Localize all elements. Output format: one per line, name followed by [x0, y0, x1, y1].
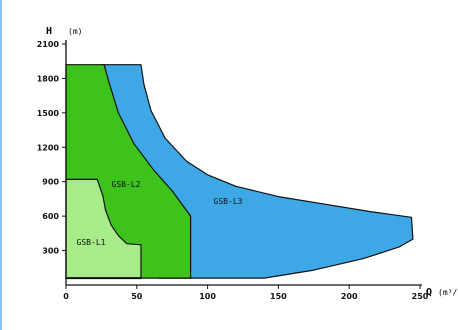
x-axis-unit: (m³/h) [438, 288, 458, 297]
x-tick-label: 50 [131, 292, 143, 301]
y-tick-label: 900 [42, 178, 59, 187]
x-tick-label: 100 [199, 292, 216, 301]
y-tick-label: 1500 [37, 109, 60, 118]
y-tick-label: 600 [42, 212, 59, 221]
axes-layer: 300 600 900 1200 1500 1800 2100 0 50 100 150 200 250… [37, 26, 458, 301]
x-tick-label: 150 [270, 292, 287, 301]
y-tick-label: 300 [42, 247, 59, 256]
y-tick-label: 2100 [37, 40, 60, 49]
y-axis-unit: (m) [68, 27, 82, 36]
y-tick-label: 1800 [37, 74, 60, 83]
regions-layer [65, 64, 414, 280]
label-gsb-l1: GSB-L1 [77, 238, 106, 247]
y-tick-label: 1200 [37, 143, 60, 152]
labels-layer: GSB-L3 GSB-L2 GSB-L1 [77, 180, 243, 247]
x-axis-title: Q [426, 287, 432, 298]
x-tick-label: 250 [412, 292, 429, 301]
y-axis-title: H [46, 26, 52, 37]
x-tick-label: 0 [63, 292, 69, 301]
label-gsb-l2: GSB-L2 [112, 180, 141, 189]
x-tick-label: 200 [341, 292, 358, 301]
label-gsb-l3: GSB-L3 [214, 197, 243, 206]
